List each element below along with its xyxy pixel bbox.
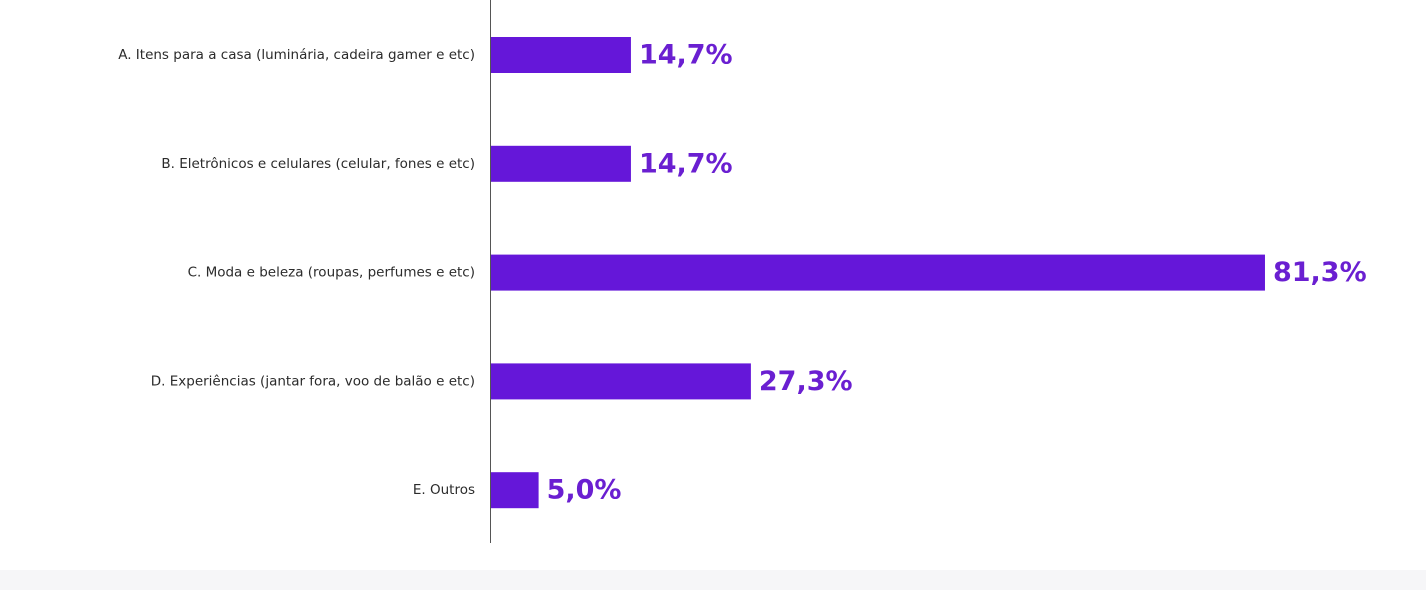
value-label: 81,3% bbox=[1273, 257, 1367, 288]
bar bbox=[491, 254, 1265, 291]
bar bbox=[491, 37, 631, 73]
bar bbox=[491, 145, 631, 182]
category-label: D. Experiências (jantar fora, voo de bal… bbox=[151, 373, 475, 389]
value-label: 5,0% bbox=[547, 475, 622, 506]
category-label: E. Outros bbox=[413, 482, 475, 498]
value-label: 14,7% bbox=[639, 40, 733, 71]
category-label: A. Itens para a casa (luminária, cadeira… bbox=[118, 47, 475, 63]
bar bbox=[491, 472, 539, 509]
value-label: 14,7% bbox=[639, 148, 733, 179]
category-label: B. Eletrônicos e celulares (celular, fon… bbox=[161, 156, 475, 172]
category-label: C. Moda e beleza (roupas, perfumes e etc… bbox=[188, 265, 475, 281]
footer-band bbox=[0, 570, 1426, 590]
value-label: 27,3% bbox=[759, 366, 853, 397]
bar bbox=[491, 363, 751, 400]
